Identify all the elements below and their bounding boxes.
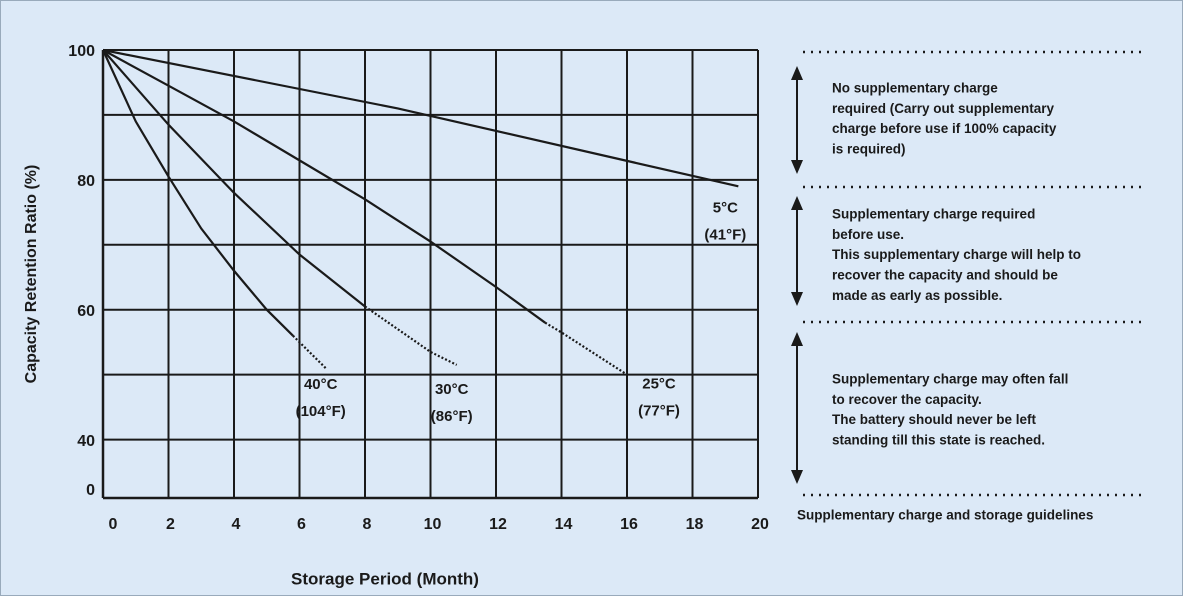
y-tick-label: 100 — [68, 43, 95, 60]
zone-text: This supplementary charge will help to — [832, 247, 1081, 262]
x-tick-label: 14 — [555, 516, 573, 533]
series-label: (41°F) — [704, 226, 746, 243]
x-tick-label: 8 — [363, 516, 372, 533]
zone-text: Supplementary charge required — [832, 207, 1035, 222]
x-tick-label: 4 — [232, 516, 241, 533]
line-series — [102, 49, 294, 337]
x-tick-label: 10 — [424, 516, 442, 533]
zone-text: made as early as possible. — [832, 288, 1002, 303]
x-tick-label: 2 — [166, 516, 175, 533]
y-break-label: 0 — [86, 482, 95, 499]
series-label: 30°C — [435, 381, 469, 398]
x-tick-label: 20 — [751, 516, 769, 533]
zone-text: No supplementary charge — [832, 81, 998, 96]
series-label: (77°F) — [638, 403, 680, 420]
series-label: (104°F) — [296, 403, 346, 420]
series-label: (86°F) — [431, 408, 473, 425]
series-label: 40°C — [304, 376, 338, 393]
x-tick-label: 12 — [489, 516, 507, 533]
zone-text: is required) — [832, 141, 906, 156]
zone-text: The battery should never be left — [832, 412, 1037, 427]
series-label: 25°C — [642, 376, 676, 393]
line-series — [102, 49, 366, 308]
line-series — [102, 49, 546, 324]
zone-text: charge before use if 100% capacity — [832, 121, 1057, 136]
x-tick-label: 0 — [109, 516, 118, 533]
panel-caption: Supplementary charge and storage guideli… — [797, 508, 1093, 523]
y-tick-label: 40 — [77, 433, 95, 450]
zone-text: Supplementary charge may often fall — [832, 372, 1068, 387]
zone-text: standing till this state is reached. — [832, 432, 1045, 447]
zone-arrows — [791, 66, 803, 484]
line-series — [102, 48, 739, 188]
x-tick-label: 16 — [620, 516, 638, 533]
zone-text: before use. — [832, 227, 904, 242]
x-tick-label: 18 — [686, 516, 704, 533]
y-axis-title: Capacity Retention Ratio (%) — [23, 165, 40, 384]
y-tick-label: 80 — [77, 173, 95, 190]
zone-text: required (Carry out supplementary — [832, 101, 1055, 116]
zone-text: to recover the capacity. — [832, 392, 982, 407]
y-tick-label: 60 — [77, 303, 95, 320]
x-tick-label: 6 — [297, 516, 306, 533]
series-label: 5°C — [713, 199, 738, 216]
zone-text: recover the capacity and should be — [832, 267, 1058, 282]
x-axis-title: Storage Period (Month) — [291, 569, 479, 588]
zone-separators — [803, 50, 1142, 497]
